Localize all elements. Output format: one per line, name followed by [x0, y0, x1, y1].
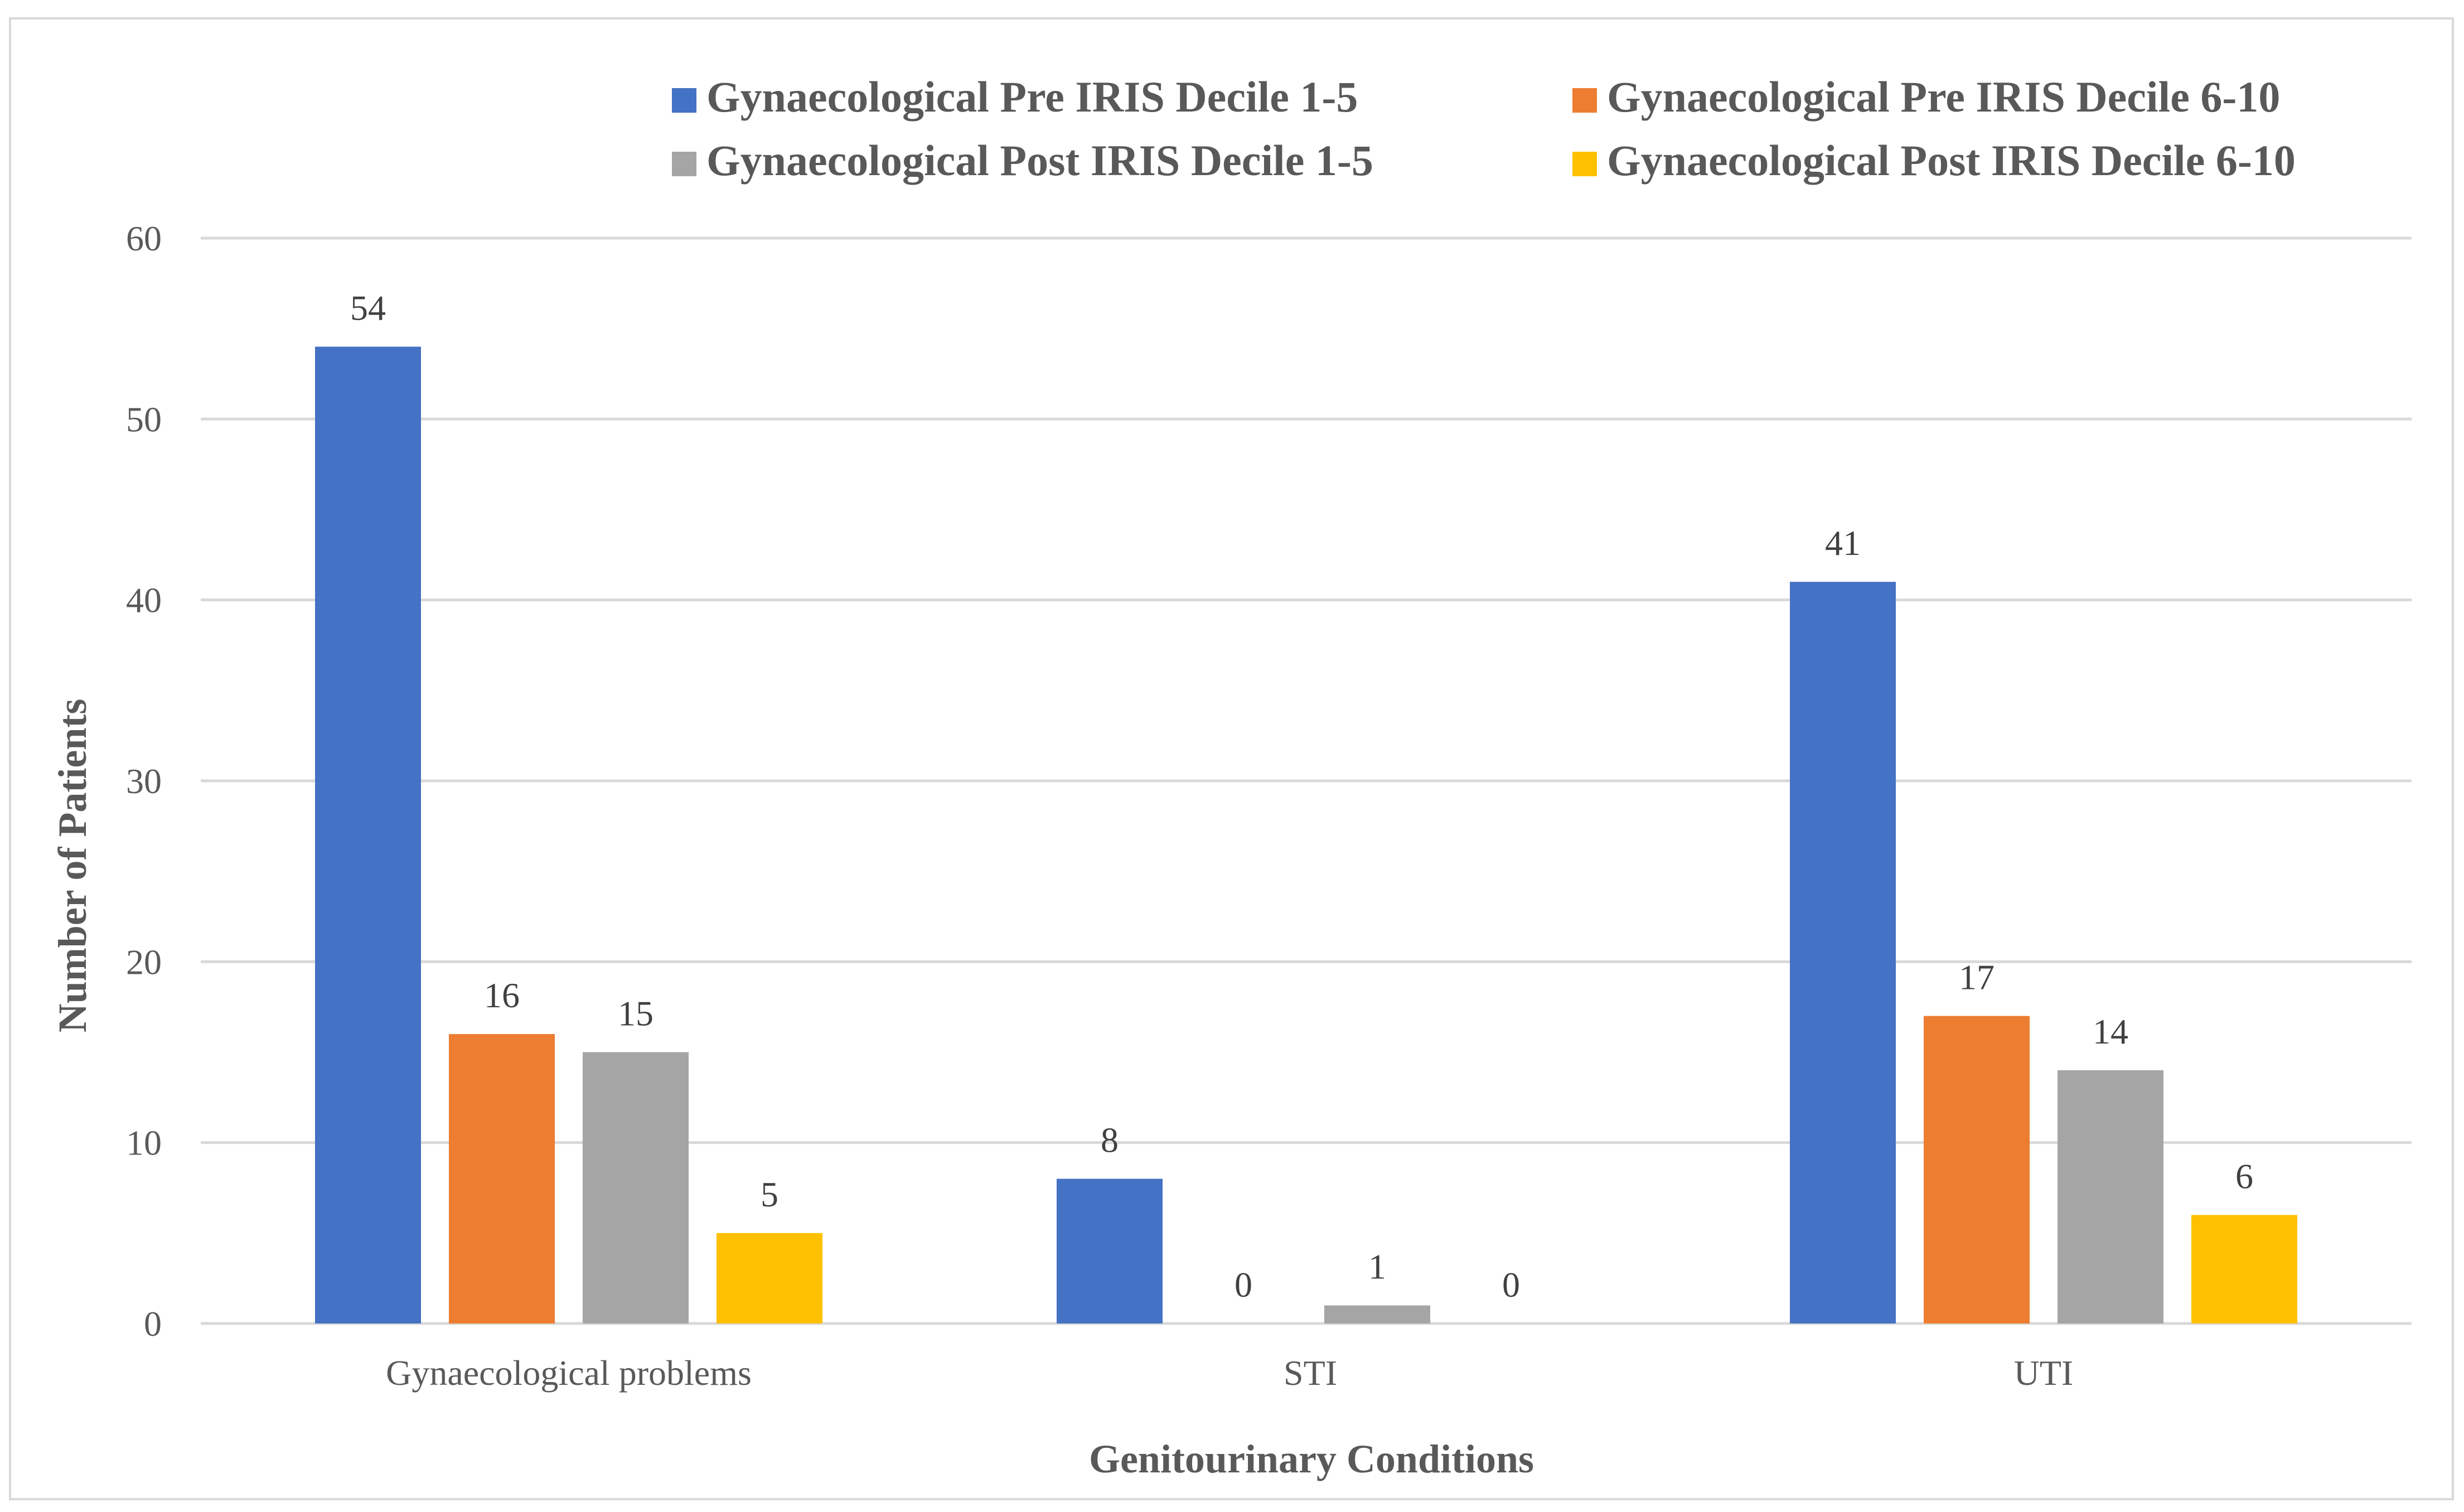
y-tick-label: 30 — [126, 761, 162, 801]
data-label: 15 — [618, 994, 653, 1033]
data-label: 41 — [1825, 523, 1861, 563]
gridlines — [201, 236, 2412, 1325]
data-label: 0 — [1235, 1265, 1252, 1305]
y-tick-label: 10 — [126, 1123, 162, 1163]
y-tick-label: 60 — [126, 219, 162, 258]
bar — [1790, 582, 1896, 1323]
y-tick-label: 40 — [126, 581, 162, 620]
bar — [1324, 1305, 1430, 1323]
bar — [717, 1233, 822, 1323]
x-tick-label: Gynaecological problems — [386, 1353, 752, 1393]
legend-label: Gynaecological Pre IRIS Decile 6-10 — [1607, 73, 2280, 121]
x-axis-title: Genitourinary Conditions — [1089, 1437, 1534, 1481]
bar — [315, 346, 421, 1323]
data-label: 54 — [350, 288, 386, 328]
legend-label: Gynaecological Pre IRIS Decile 1-5 — [706, 73, 1358, 121]
legend-swatch — [1572, 152, 1597, 176]
legend-swatch — [672, 88, 696, 113]
bars — [315, 346, 2297, 1323]
data-label: 17 — [1959, 958, 1995, 997]
x-tick-label: STI — [1284, 1353, 1337, 1393]
data-label: 5 — [761, 1175, 778, 1214]
data-labels: 54 16 15 5 8 0 1 0 41 17 14 6 — [350, 288, 2253, 1305]
legend-swatch — [672, 152, 696, 176]
legend: Gynaecological Pre IRIS Decile 1-5 Gynaec… — [672, 73, 2296, 185]
data-label: 6 — [2235, 1156, 2253, 1196]
legend-label: Gynaecological Post IRIS Decile 6-10 — [1607, 136, 2296, 185]
bar — [1057, 1178, 1163, 1323]
data-label: 0 — [1502, 1265, 1520, 1305]
bar — [1924, 1016, 2030, 1323]
y-tick-label: 0 — [144, 1304, 162, 1344]
bar — [2191, 1215, 2297, 1323]
data-label: 1 — [1368, 1247, 1386, 1287]
bar — [449, 1034, 555, 1323]
legend-swatch — [1572, 88, 1597, 113]
chart-frame — [9, 17, 2454, 1500]
bar — [583, 1052, 689, 1323]
x-tick-label: UTI — [2014, 1353, 2074, 1393]
data-label: 8 — [1101, 1120, 1119, 1160]
data-label: 16 — [484, 975, 520, 1015]
y-axis-title: Number of Patients — [50, 699, 95, 1033]
y-axis-ticks: 0 10 20 30 40 50 60 — [126, 219, 162, 1344]
x-axis-ticks: Gynaecological problems STI UTI — [386, 1353, 2073, 1393]
legend-label: Gynaecological Post IRIS Decile 1-5 — [706, 136, 1373, 185]
y-tick-label: 50 — [126, 399, 162, 439]
y-tick-label: 20 — [126, 942, 162, 982]
bar — [2058, 1070, 2163, 1323]
data-label: 14 — [2093, 1012, 2128, 1051]
